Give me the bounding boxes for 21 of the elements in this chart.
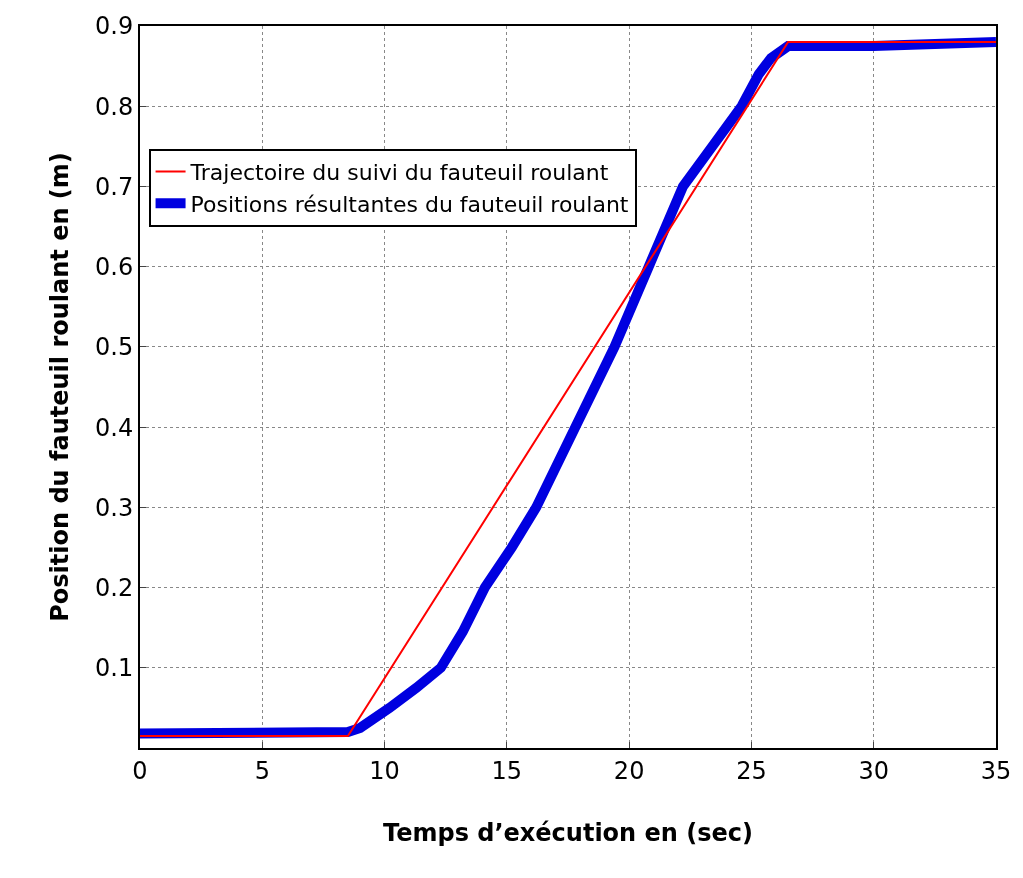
y-tick-label: 0.2 [95,573,134,602]
y-tick-label: 0.7 [95,172,134,201]
legend-label: Positions résultantes du fauteuil roulant [190,191,629,217]
x-tick-label: 5 [254,756,270,785]
y-axis-title: Position du fauteuil roulant en (m) [45,152,74,622]
y-tick-label: 0.4 [95,413,134,442]
x-tick-label: 20 [613,756,645,785]
x-tick-label: 25 [736,756,767,785]
y-tick-label: 0.3 [95,493,134,522]
y-tick-label: 0.8 [95,92,134,121]
x-tick-label: 35 [980,756,1012,785]
y-tick-label: 0.9 [95,12,134,41]
y-tick-label: 0.6 [95,253,134,282]
y-tick-label: 0.5 [95,333,134,362]
y-tick-label: 0.1 [95,654,134,683]
x-tick-label: 15 [491,756,523,785]
x-tick-label: 0 [132,756,148,785]
x-axis-title: Temps d’exécution en (sec) [382,818,754,847]
legend-label: Trajectoire du suivi du fauteuil roulant [189,160,609,186]
x-tick-label: 10 [369,756,400,785]
x-tick-label: 30 [858,756,889,785]
